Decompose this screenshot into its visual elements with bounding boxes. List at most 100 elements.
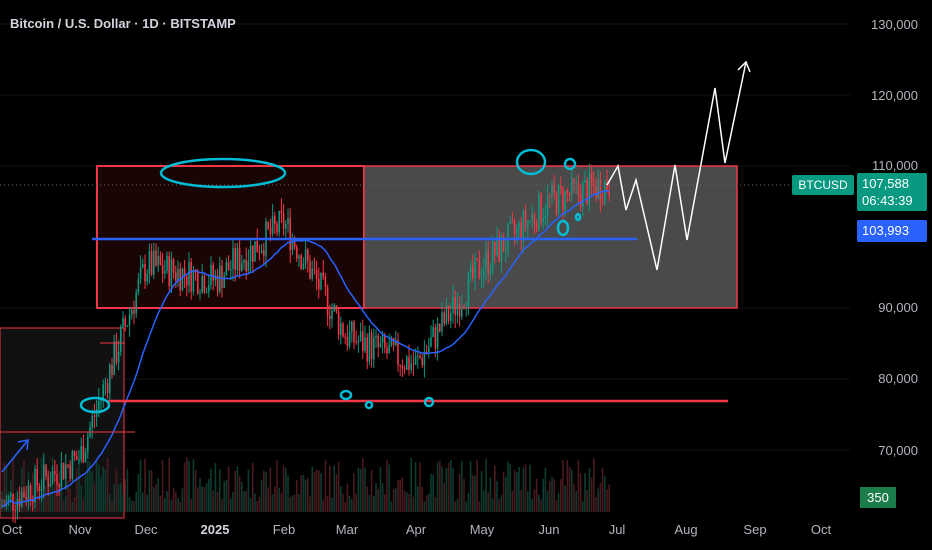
candle-body: [60, 462, 63, 487]
candle-body: [126, 325, 129, 327]
candle-body: [16, 498, 19, 511]
candle-body: [93, 415, 96, 417]
candle-body: [276, 224, 278, 233]
volume-bar: [135, 491, 137, 512]
candle-body: [507, 224, 509, 251]
candle-body: [82, 445, 85, 463]
candle-body: [254, 241, 256, 262]
candle-body: [236, 248, 239, 271]
candle-body: [115, 341, 118, 363]
volume-bar: [408, 494, 410, 512]
dip-circle-1: [556, 219, 570, 237]
volume-bar: [201, 486, 203, 512]
volume-bar: [69, 488, 71, 512]
volume-bar: [494, 465, 496, 512]
candle-body: [23, 491, 25, 498]
volume-bar: [588, 468, 591, 512]
volume-bar: [258, 496, 261, 512]
volume-bar: [461, 461, 463, 512]
candle-body: [412, 363, 415, 365]
volume-bar: [91, 471, 93, 512]
volume-bar: [434, 496, 437, 512]
volume-bar: [568, 467, 571, 512]
candle-body: [601, 201, 604, 203]
volume-bar: [223, 481, 225, 512]
volume-bar: [425, 495, 428, 512]
volume-bar: [428, 493, 430, 512]
candle-body: [384, 335, 386, 348]
volume-bar: [399, 479, 401, 512]
volume-bar: [368, 494, 371, 512]
volume-bar: [87, 461, 89, 512]
volume-bar: [150, 470, 153, 512]
volume-bar: [562, 460, 564, 512]
volume-bar: [117, 484, 120, 512]
volume-bar: [38, 496, 41, 512]
volume-bar: [89, 461, 91, 512]
volume-bar: [249, 497, 252, 512]
volume-bar: [507, 461, 509, 512]
volume-bar: [489, 477, 492, 512]
volume-bar: [557, 492, 560, 512]
candle-body: [364, 337, 366, 351]
candle-body: [223, 275, 225, 288]
volume-bar: [529, 464, 531, 512]
volume-bar: [106, 457, 109, 512]
candle-body: [582, 182, 584, 207]
volume-bar: [599, 482, 602, 512]
projection-arrowhead: [737, 60, 751, 73]
candle-body: [351, 321, 353, 332]
volume-bar: [276, 460, 278, 512]
volume-bar: [575, 490, 577, 512]
volume-bar: [597, 488, 599, 512]
candle-body: [505, 250, 507, 253]
volume-bar: [432, 474, 434, 512]
volume-bar: [469, 461, 472, 512]
candle-body: [401, 366, 404, 369]
apr-circle: [423, 396, 435, 408]
volume-bar: [221, 498, 223, 512]
volume-bar: [386, 459, 388, 512]
candle-body: [205, 291, 208, 293]
candle-body: [450, 313, 452, 322]
candle-body: [304, 249, 307, 264]
volume-bar: [192, 459, 195, 512]
candle-body: [144, 263, 146, 282]
volume-bar: [3, 462, 5, 512]
candle-body: [608, 190, 610, 196]
time-label-mar: Mar: [335, 522, 359, 537]
candle-body: [150, 251, 153, 275]
candle-body: [472, 265, 474, 278]
volume-bar: [271, 494, 274, 512]
candle-body: [386, 347, 388, 354]
volume-bar: [505, 476, 507, 512]
volume-bar: [498, 499, 500, 512]
volume-bar: [208, 478, 210, 512]
candle-body: [408, 356, 410, 371]
candle-body: [241, 263, 243, 272]
volume-bar: [190, 499, 192, 512]
volume-bar: [298, 494, 300, 512]
candle-body: [518, 221, 520, 228]
candle-body: [67, 464, 69, 466]
volume-bar: [157, 478, 159, 512]
candle-body: [238, 248, 241, 272]
candle-body: [247, 261, 250, 272]
candle-body: [447, 305, 450, 322]
candle-body: [432, 327, 434, 338]
candle-body: [476, 258, 478, 261]
candle-body: [199, 292, 201, 294]
volume-bar: [538, 494, 540, 512]
volume-bar: [454, 501, 456, 512]
candle-body: [439, 323, 441, 332]
candle-body: [483, 269, 485, 278]
candle-body: [245, 259, 247, 272]
volume-bar: [95, 460, 98, 512]
candle-body: [21, 491, 23, 507]
candle-body: [467, 272, 470, 307]
volume-bar: [579, 473, 582, 512]
candle-body: [260, 249, 263, 253]
volume-bar: [170, 499, 173, 512]
volume-bar: [84, 474, 87, 512]
